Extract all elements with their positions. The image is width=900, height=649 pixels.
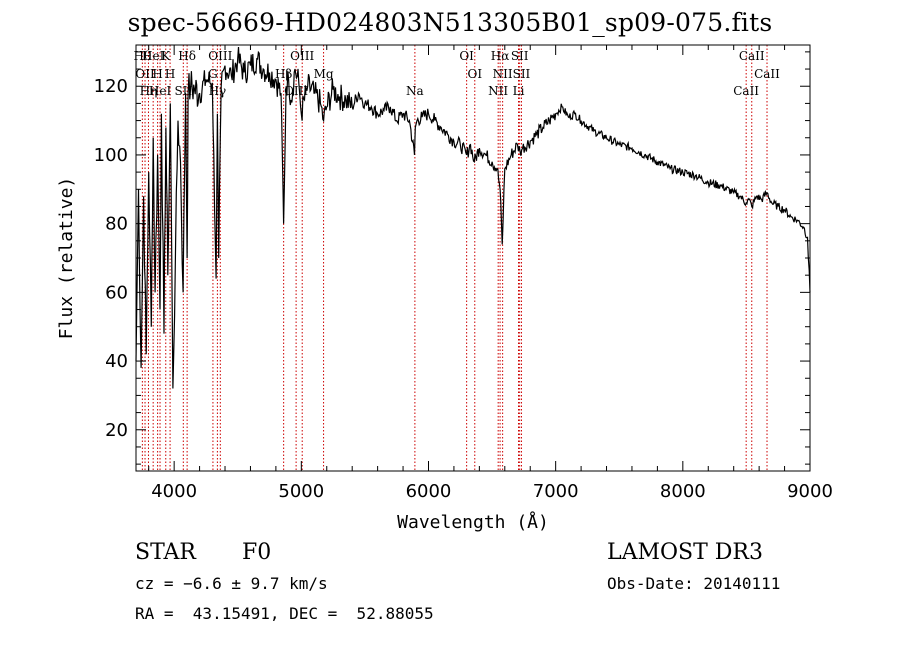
coords-text: RA = 43.15491, DEC = 52.88055 [135,604,434,623]
x-tick-label: 5000 [278,481,324,502]
line-marker-label: OI [467,67,482,81]
line-marker-label: CaII [733,84,759,98]
line-marker-label: OI [459,49,474,63]
y-tick-label: 40 [105,351,128,372]
line-marker-label: NII [488,84,508,98]
subclass-label: F0 [242,540,272,565]
redshift-text: cz = −6.6 ± 9.7 km/s [135,574,328,593]
flux-series-line [135,46,811,389]
line-marker-label: NII [493,67,513,81]
line-marker-label: Hθ [134,49,152,63]
line-marker-label: Mg [314,67,334,81]
x-tick-label: 4000 [151,481,197,502]
line-marker-label: SII [511,49,529,63]
line-marker-label: CaII [754,67,780,81]
chart-title: spec-56669-HD024803N513305B01_sp09-075.f… [127,8,773,37]
x-axis-ticks: 4000 5000 6000 7000 8000 9000 [148,45,833,502]
line-marker-label: K [161,49,171,63]
x-axis-label: Wavelength (Å) [397,511,549,533]
y-tick-label: 60 [105,282,128,303]
line-marker-label: OIII [284,84,308,98]
x-tick-label: 6000 [406,481,452,502]
line-marker-label: HeI [149,84,172,98]
plot-frame [135,44,811,472]
line-marker-label: Na [406,84,424,98]
y-axis-ticks: 20 40 60 80 100 120 [94,51,810,465]
line-marker-label: OIII [290,49,314,63]
y-tick-label: 120 [94,76,128,97]
line-marker-label: CaII [739,49,765,63]
line-marker-label: G [208,67,218,81]
line-markers [141,45,768,471]
line-marker-label: Hα [491,49,510,63]
line-marker-label: OIII [208,49,232,63]
line-marker-label: SII [513,67,531,81]
y-tick-label: 80 [105,214,128,235]
line-marker-label: HeI [142,49,165,63]
class-label: STAR [135,540,196,565]
x-tick-label: 8000 [660,481,706,502]
line-marker-labels: HθOIIHηHeIHHeIKHSIIHδGHγOIIIHβOIIIOIIIMg… [134,49,781,98]
line-marker-label: OII [135,67,155,81]
line-marker-label: Hδ [178,49,196,63]
line-marker-label: Hη [140,84,158,98]
line-marker-label: H [165,67,175,81]
x-tick-label: 7000 [533,481,579,502]
y-tick-label: 100 [94,145,128,166]
x-tick-label: 9000 [787,481,833,502]
y-tick-label: 20 [105,420,128,441]
line-marker-label: H [152,67,162,81]
y-axis-label: Flux (relative) [56,177,77,340]
line-marker-label: Li [513,84,525,98]
survey-label: LAMOST DR3 [607,540,763,565]
obs-date-text: Obs-Date: 20140111 [607,574,781,593]
